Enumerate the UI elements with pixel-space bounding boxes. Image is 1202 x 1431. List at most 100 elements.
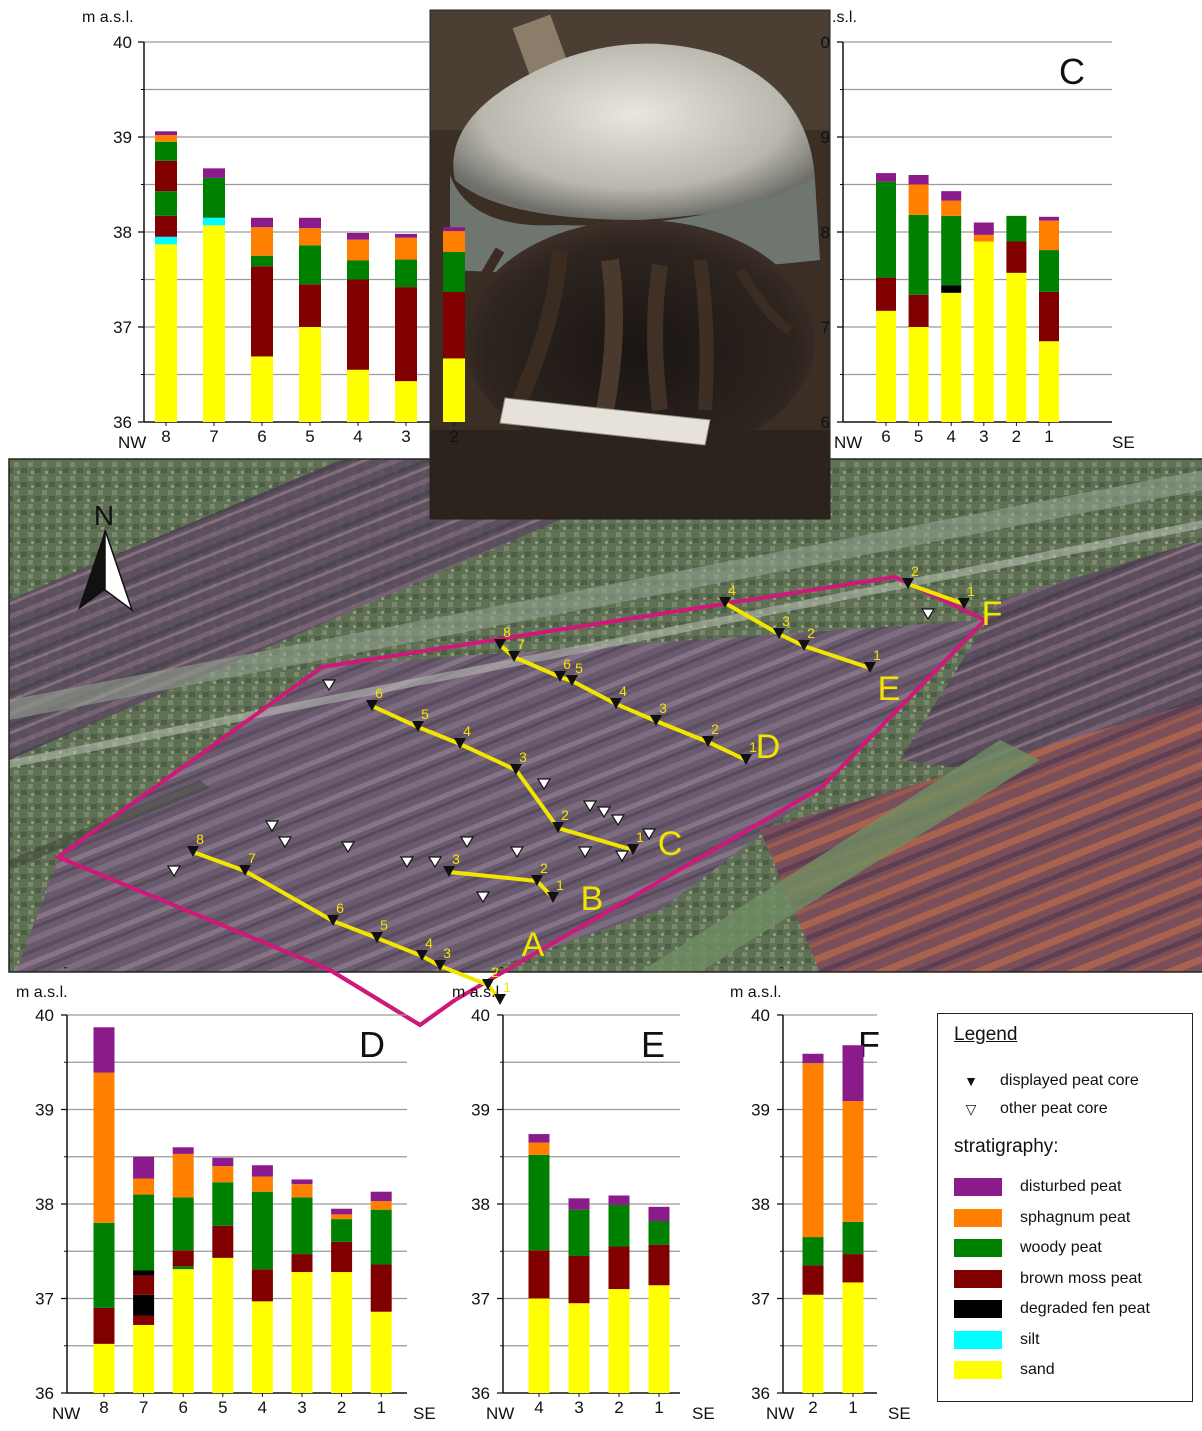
core-number-label: 8 bbox=[503, 624, 511, 640]
x-label-se: SE bbox=[413, 1404, 436, 1423]
bar-core-5 bbox=[908, 175, 929, 422]
bar-segment-sphagnum bbox=[251, 227, 273, 256]
bar-core-3 bbox=[973, 222, 994, 422]
x-tick-label: 3 bbox=[574, 1398, 583, 1417]
bar-core-7 bbox=[203, 168, 225, 422]
other-core-marker bbox=[920, 608, 936, 621]
bar-segment-woody bbox=[251, 255, 273, 267]
bar-segment-sphagnum bbox=[291, 1184, 313, 1198]
bar-segment-woody bbox=[370, 1209, 392, 1265]
x-tick-label: 8 bbox=[161, 427, 170, 446]
bar-core-2 bbox=[608, 1195, 630, 1393]
bar-segment-brown bbox=[802, 1265, 824, 1295]
bar-segment-brown bbox=[155, 215, 177, 237]
bar-segment-sphagnum bbox=[251, 1176, 273, 1192]
bar-segment-sand bbox=[528, 1298, 550, 1393]
bar-segment-brown bbox=[908, 294, 929, 327]
bar-segment-sand bbox=[299, 327, 321, 422]
bar-segment-sand bbox=[347, 369, 369, 422]
other-core-marker bbox=[536, 778, 552, 791]
legend-stratigraphy-label: stratigraphy: bbox=[954, 1136, 1059, 1157]
bar-segment-woody bbox=[608, 1204, 630, 1247]
transect-E: 4 3 2 1 bbox=[719, 582, 881, 673]
map-letter-A: A bbox=[522, 926, 545, 964]
displayed-core-marker bbox=[798, 640, 810, 651]
bar-segment-sphagnum bbox=[370, 1201, 392, 1210]
bar-segment-sphagnum bbox=[395, 237, 417, 260]
displayed-core-marker bbox=[773, 628, 785, 639]
bar-segment-sphagnum bbox=[93, 1072, 115, 1223]
transect-letters: AB C D E F bbox=[522, 595, 1003, 964]
map-letter-B: B bbox=[581, 880, 604, 918]
chart-C: 6 7 8 9 0.s.l. C 6 5 4 3 2 1 NW SE bbox=[821, 9, 1135, 452]
y-tick-label: 37 bbox=[751, 1290, 770, 1309]
bar-segment-brown bbox=[842, 1254, 864, 1283]
core-number-label: 6 bbox=[336, 900, 344, 916]
bar-segment-disturbed bbox=[203, 168, 225, 178]
bar-segment-sphagnum bbox=[331, 1214, 353, 1220]
displayed-core-marker bbox=[454, 738, 466, 749]
bar-core-6 bbox=[172, 1147, 194, 1393]
transect-line bbox=[724, 601, 871, 670]
y-tick-label: 38 bbox=[35, 1195, 54, 1214]
core-number-label: 3 bbox=[443, 945, 451, 961]
bar-segment-degraded bbox=[133, 1270, 155, 1276]
transect-line bbox=[371, 704, 634, 852]
legend-label-silt: silt bbox=[1020, 1330, 1040, 1348]
bar-core-3 bbox=[568, 1198, 590, 1393]
displayed-core-marker bbox=[627, 844, 639, 855]
bar-segment-brown bbox=[443, 291, 465, 359]
legend-label-disturbed: disturbed peat bbox=[1020, 1178, 1122, 1195]
open-triangle-icon: ▽ bbox=[965, 1100, 977, 1117]
transect-line bbox=[192, 850, 502, 1002]
bar-segment-woody bbox=[347, 260, 369, 280]
core-number-label: 6 bbox=[563, 656, 571, 672]
y-tick-label: 39 bbox=[471, 1101, 490, 1120]
bar-segment-sand bbox=[212, 1257, 234, 1393]
y-tick-label: 39 bbox=[35, 1101, 54, 1120]
core-number-label: 4 bbox=[728, 582, 736, 598]
bar-segment-sphagnum bbox=[842, 1100, 864, 1222]
bar-segment-woody bbox=[93, 1222, 115, 1308]
bar-segment-sand bbox=[93, 1343, 115, 1393]
y-tick-label: 38 bbox=[113, 223, 132, 242]
bar-segment-disturbed bbox=[842, 1045, 864, 1101]
x-tick-label: 4 bbox=[353, 427, 362, 446]
bar-segment-sphagnum bbox=[443, 231, 465, 252]
bar-segment-brown bbox=[93, 1307, 115, 1344]
x-tick-label: 7 bbox=[139, 1398, 148, 1417]
core-number-label: 6 bbox=[375, 685, 383, 701]
legend-other-core: ▽ other peat core bbox=[954, 1098, 1108, 1120]
bar-core-2 bbox=[331, 1208, 353, 1393]
bar-segment-disturbed bbox=[299, 217, 321, 229]
y-tick-label: 8 bbox=[821, 223, 830, 242]
displayed-core-marker bbox=[719, 597, 731, 608]
bar-segment-brown bbox=[528, 1250, 550, 1299]
bar-core-7 bbox=[133, 1156, 155, 1393]
bar-segment-disturbed bbox=[133, 1156, 155, 1179]
legend-swatch-degraded bbox=[954, 1300, 1002, 1318]
bar-segment-woody bbox=[1006, 215, 1027, 242]
bar-segment-sphagnum bbox=[908, 184, 929, 215]
displayed-core-marker bbox=[416, 950, 428, 961]
legend-swatch-sphagnum bbox=[954, 1208, 1002, 1227]
core-number-label: 3 bbox=[782, 613, 790, 629]
bar-segment-woody bbox=[133, 1194, 155, 1271]
bar-segment-sand bbox=[1039, 341, 1059, 422]
map-letter-C: C bbox=[658, 825, 683, 863]
x-tick-label: 3 bbox=[401, 427, 410, 446]
core-number-label: 2 bbox=[807, 625, 815, 641]
bar-segment-sphagnum bbox=[212, 1166, 234, 1183]
core-number-label: 1 bbox=[749, 739, 757, 755]
x-tick-label: 4 bbox=[946, 427, 955, 446]
bar-segment-woody bbox=[331, 1219, 353, 1242]
y-axis-label: m a.s.l. bbox=[82, 9, 134, 26]
bar-segment-degraded bbox=[133, 1294, 155, 1316]
core-number-label: 3 bbox=[452, 851, 460, 867]
displayed-core-marker bbox=[482, 979, 494, 990]
x-tick-label: 2 bbox=[337, 1398, 346, 1417]
core-number-label: 4 bbox=[425, 935, 433, 951]
